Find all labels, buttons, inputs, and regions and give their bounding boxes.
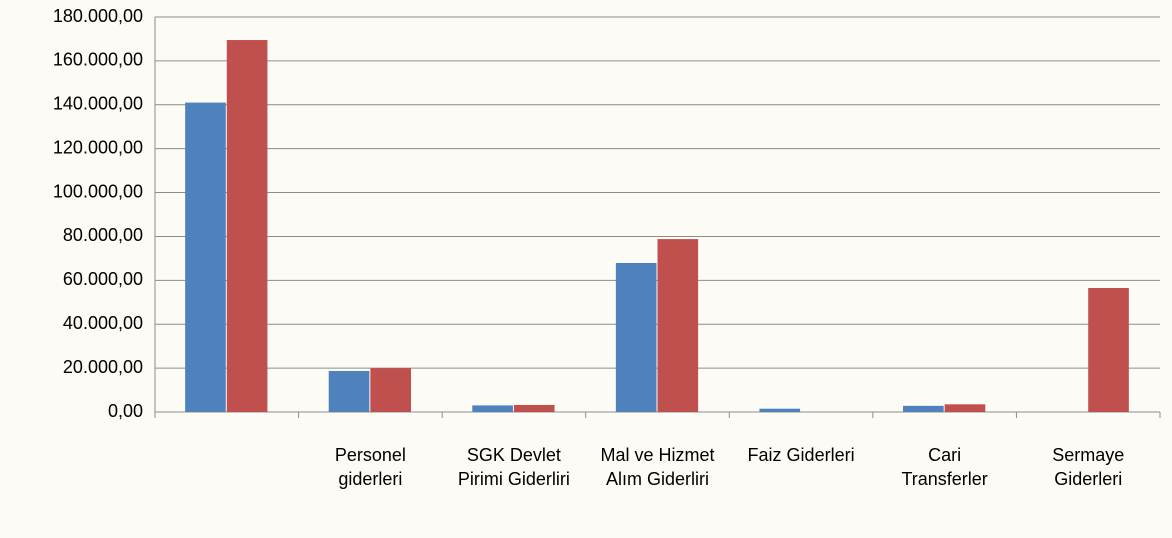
bar: [472, 405, 513, 412]
y-tick-label: 140.000,00: [53, 94, 143, 114]
bar: [514, 405, 555, 412]
x-tick-label: SGK Devlet Pirimi Giderliri: [453, 443, 575, 491]
x-tick-label: Faiz Giderleri: [740, 443, 862, 467]
bar: [1088, 288, 1129, 412]
chart-container: 0,00 20.000,00 40.000,00 60.000,00 80.000,00…: [0, 0, 1172, 538]
bar: [370, 368, 411, 412]
x-tick-label: Personel giderleri: [310, 443, 432, 491]
bar: [329, 371, 370, 412]
y-tick-label: 60.000,00: [63, 269, 143, 289]
bar: [759, 409, 800, 412]
bar: [185, 103, 226, 412]
y-tick-label: 180.000,00: [53, 6, 143, 26]
y-tick-label: 40.000,00: [63, 313, 143, 333]
y-tick-label: 80.000,00: [63, 225, 143, 245]
x-tick-label: Cari Transferler: [884, 443, 1006, 491]
x-tick-label: Mal ve Hizmet Alım Giderliri: [597, 443, 719, 491]
bar: [945, 404, 986, 412]
bar: [616, 263, 657, 412]
y-tick-label: 160.000,00: [53, 50, 143, 70]
bar: [658, 239, 699, 412]
y-tick-label: 20.000,00: [63, 357, 143, 377]
y-tick-label: 100.000,00: [53, 181, 143, 201]
bar: [227, 40, 268, 412]
y-tick-label: 0,00: [108, 401, 143, 421]
y-tick-label: 120.000,00: [53, 137, 143, 157]
bar: [903, 406, 944, 412]
x-tick-label: Sermaye Giderleri: [1027, 443, 1149, 491]
